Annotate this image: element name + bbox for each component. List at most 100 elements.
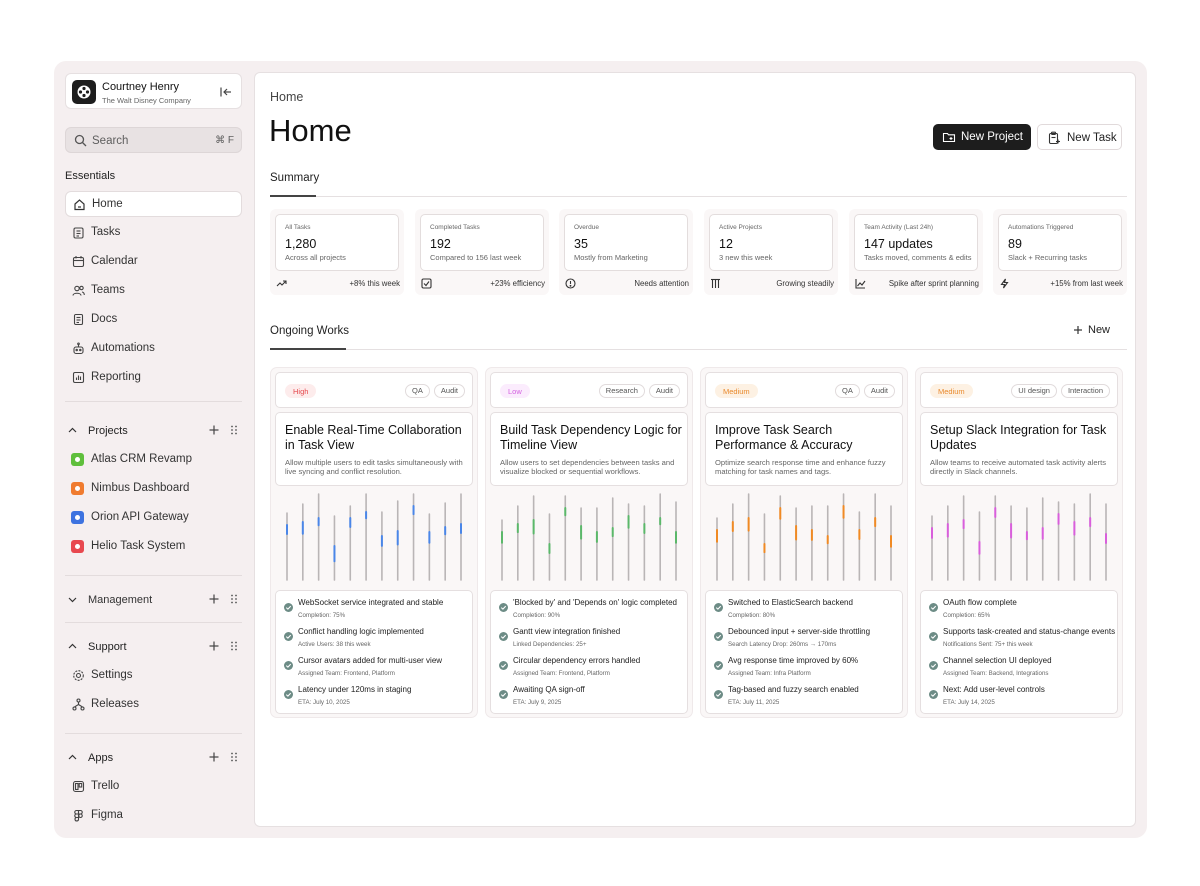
chevron-up-icon[interactable] bbox=[67, 641, 78, 652]
nav-home[interactable]: Home bbox=[65, 191, 242, 217]
priority-badge[interactable]: High bbox=[285, 384, 317, 398]
project-color-icon bbox=[71, 540, 84, 553]
support-group-header[interactable]: Support bbox=[65, 638, 242, 656]
clipboard-plus-icon bbox=[1048, 131, 1060, 145]
account-org: The Walt Disney Company bbox=[102, 96, 191, 105]
stat-label: Automations Triggered bbox=[1008, 224, 1074, 231]
work-card[interactable]: High QA Audit Enable Real-Time Collaborat… bbox=[270, 367, 478, 718]
stat-card-overdue[interactable]: Overdue 35 Mostly from Marketing Needs a… bbox=[559, 209, 693, 295]
project-orion-api[interactable]: Orion API Gateway bbox=[65, 505, 242, 531]
card-tag[interactable]: QA bbox=[835, 384, 860, 398]
nav-docs[interactable]: Docs bbox=[65, 307, 242, 333]
nav-settings[interactable]: Settings bbox=[65, 663, 242, 689]
drag-handle-icon[interactable] bbox=[228, 424, 240, 436]
nav-teams[interactable]: Teams bbox=[65, 278, 242, 304]
stat-card-completed[interactable]: Completed Tasks 192 Compared to 156 last… bbox=[415, 209, 549, 295]
tab-active-indicator bbox=[270, 348, 346, 350]
teams-icon bbox=[72, 285, 85, 296]
card-description: Allow users to set dependencies between … bbox=[500, 458, 675, 476]
check-circle-icon bbox=[929, 686, 938, 704]
tab-summary[interactable]: Summary bbox=[270, 172, 320, 184]
nav-releases[interactable]: Releases bbox=[65, 692, 242, 718]
work-card[interactable]: Medium QA Audit Improve Task Search Perfo… bbox=[700, 367, 908, 718]
tab-ongoing-works[interactable]: Ongoing Works bbox=[270, 325, 350, 337]
stat-card-team-activity[interactable]: Team Activity (Last 24h) 147 updates Tas… bbox=[849, 209, 983, 295]
chevron-down-icon[interactable] bbox=[67, 594, 78, 605]
add-project-icon[interactable] bbox=[208, 424, 220, 436]
automations-icon bbox=[73, 342, 84, 355]
stat-label: All Tasks bbox=[285, 224, 311, 231]
project-atlas-crm[interactable]: Atlas CRM Revamp bbox=[65, 447, 242, 473]
work-card[interactable]: Medium UI design Interaction Setup Slack … bbox=[915, 367, 1123, 718]
account-switcher[interactable]: Courtney Henry The Walt Disney Company bbox=[65, 73, 242, 109]
work-card[interactable]: Low Research Audit Build Task Dependency … bbox=[485, 367, 693, 718]
stat-sub: Compared to 156 last week bbox=[430, 253, 522, 262]
breadcrumb[interactable]: Home bbox=[270, 90, 304, 104]
card-tag[interactable]: Audit bbox=[863, 384, 895, 398]
card-tag[interactable]: UI design bbox=[1011, 384, 1057, 398]
priority-badge[interactable]: Low bbox=[500, 384, 530, 398]
search-box[interactable]: Search ⌘ F bbox=[65, 127, 242, 153]
projects-group-header[interactable]: Projects bbox=[65, 422, 242, 440]
figma-icon bbox=[74, 809, 83, 822]
checklist-text: Circular dependency errors handled bbox=[513, 656, 641, 665]
nav-reporting[interactable]: Reporting bbox=[65, 365, 242, 391]
new-work-label: New bbox=[1088, 324, 1111, 336]
card-title[interactable]: Improve Task Search Performance & Accura… bbox=[715, 423, 853, 452]
company-logo bbox=[72, 80, 96, 104]
card-tag[interactable]: Research bbox=[598, 384, 645, 398]
app-trello[interactable]: Trello bbox=[65, 774, 242, 800]
check-circle-icon bbox=[714, 657, 723, 675]
priority-badge[interactable]: Medium bbox=[930, 384, 973, 398]
app-figma[interactable]: Figma bbox=[65, 803, 242, 829]
chevron-up-icon[interactable] bbox=[67, 425, 78, 436]
nav-tasks[interactable]: Tasks bbox=[65, 220, 242, 246]
trend-up-icon bbox=[276, 280, 287, 287]
check-square-icon bbox=[421, 278, 432, 289]
new-work-button[interactable]: New bbox=[1074, 324, 1111, 336]
search-icon bbox=[74, 134, 87, 147]
add-app-icon[interactable] bbox=[208, 751, 220, 763]
nav-teams-label: Teams bbox=[91, 284, 125, 296]
card-tag[interactable]: Audit bbox=[433, 384, 465, 398]
card-tag[interactable]: QA bbox=[405, 384, 430, 398]
check-circle-icon bbox=[714, 628, 723, 646]
project-helio-task[interactable]: Helio Task System bbox=[65, 534, 242, 560]
card-tag[interactable]: Interaction bbox=[1060, 384, 1110, 398]
new-task-button[interactable]: New Task bbox=[1037, 124, 1122, 150]
stat-card-active-projects[interactable]: Active Projects 12 3 new this week Growi… bbox=[704, 209, 838, 295]
project-label: Orion API Gateway bbox=[91, 511, 189, 523]
checklist-text: Channel selection UI deployed bbox=[943, 656, 1052, 665]
card-title[interactable]: Build Task Dependency Logic for Timeline… bbox=[500, 423, 682, 452]
priority-badge[interactable]: Medium bbox=[715, 384, 758, 398]
project-nimbus-dashboard[interactable]: Nimbus Dashboard bbox=[65, 476, 242, 502]
app-frame: Courtney Henry The Walt Disney Company S… bbox=[54, 61, 1147, 838]
stat-card-all-tasks[interactable]: All Tasks 1,280 Across all projects +8% … bbox=[270, 209, 404, 295]
project-label: Helio Task System bbox=[91, 540, 186, 552]
chevron-up-icon[interactable] bbox=[67, 752, 78, 763]
check-circle-icon bbox=[499, 628, 508, 646]
checklist-sub: ETA: July 11, 2025 bbox=[728, 699, 780, 706]
drag-handle-icon[interactable] bbox=[228, 640, 240, 652]
management-group-header[interactable]: Management bbox=[65, 591, 242, 609]
add-management-icon[interactable] bbox=[208, 593, 220, 605]
check-circle-icon bbox=[284, 628, 293, 646]
card-tags: UI design Interaction bbox=[1011, 384, 1110, 398]
drag-handle-icon[interactable] bbox=[228, 593, 240, 605]
checklist-text: Latency under 120ms in staging bbox=[298, 685, 412, 694]
new-project-button[interactable]: New Project bbox=[933, 124, 1031, 150]
nav-calendar[interactable]: Calendar bbox=[65, 249, 242, 275]
card-tag[interactable]: Audit bbox=[648, 384, 680, 398]
checklist-sub: Completion: 65% bbox=[943, 612, 991, 619]
add-support-icon[interactable] bbox=[208, 640, 220, 652]
card-title[interactable]: Enable Real-Time Collaboration in Task V… bbox=[285, 423, 462, 452]
tasks-icon bbox=[73, 227, 84, 239]
collapse-sidebar-icon[interactable] bbox=[219, 85, 233, 99]
checklist-sub: Notifications Sent: 75+ this week bbox=[943, 641, 1033, 648]
card-title[interactable]: Setup Slack Integration for Task Updates bbox=[930, 423, 1107, 452]
drag-handle-icon[interactable] bbox=[228, 751, 240, 763]
stat-label: Completed Tasks bbox=[430, 224, 480, 231]
stat-card-automations[interactable]: Automations Triggered 89 Slack + Recurri… bbox=[993, 209, 1127, 295]
apps-group-header[interactable]: Apps bbox=[65, 749, 242, 767]
nav-automations[interactable]: Automations bbox=[65, 336, 242, 362]
